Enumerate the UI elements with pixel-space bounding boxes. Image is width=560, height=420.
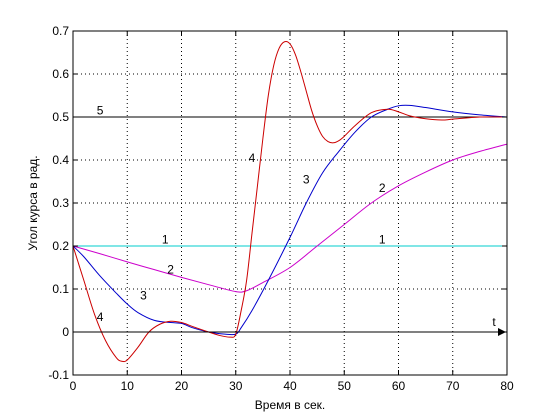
- series-line-4: [72, 40, 508, 363]
- series-label-2: 2: [167, 263, 174, 277]
- y-axis-title: Угол курса в рад.: [26, 155, 40, 250]
- x-tick-label: 40: [283, 379, 297, 393]
- series-labels: 5 1 1 2 2 3 3 4 4: [97, 104, 386, 324]
- series-lines: [72, 40, 508, 363]
- y-tick-label: 0: [62, 325, 69, 339]
- series-label-4: 4: [249, 151, 256, 165]
- series-label-3: 3: [303, 172, 310, 186]
- y-tick-label: 0.7: [52, 24, 69, 38]
- series-line-3: [72, 104, 508, 336]
- x-tick-label: 80: [500, 379, 514, 393]
- y-tick-label: 0.4: [52, 153, 69, 167]
- x-tick-label: 0: [70, 379, 77, 393]
- series-label-2: 2: [379, 181, 386, 195]
- time-axis-arrow-label: t: [492, 315, 496, 329]
- x-tick-label: 20: [175, 379, 189, 393]
- x-tick-label: 50: [338, 379, 352, 393]
- series-label-1: 1: [162, 233, 169, 247]
- series-label-4: 4: [97, 310, 104, 324]
- series-label-1: 1: [379, 233, 386, 247]
- x-tick-label: 10: [121, 379, 135, 393]
- y-tick-label: 0.2: [52, 239, 69, 253]
- y-tick-label: 0.6: [52, 67, 69, 81]
- y-tick-label: 0.5: [52, 110, 69, 124]
- x-tick-label: 60: [392, 379, 406, 393]
- series-label-3: 3: [140, 288, 147, 302]
- axes: 0 10 20 30 40 50 60 70 80-0.100.10.20.30.40.50.6…: [48, 24, 514, 393]
- y-tick-label: 0.3: [52, 196, 69, 210]
- x-tick-label: 70: [446, 379, 460, 393]
- y-tick-label: -0.1: [48, 368, 69, 382]
- y-tick-label: 0.1: [52, 282, 69, 296]
- series-label-5: 5: [97, 104, 104, 118]
- x-axis-title: Время в сек.: [255, 398, 325, 412]
- time-axis-arrowhead: [498, 328, 506, 336]
- x-tick-label: 30: [229, 379, 243, 393]
- series-line-2: [72, 143, 508, 293]
